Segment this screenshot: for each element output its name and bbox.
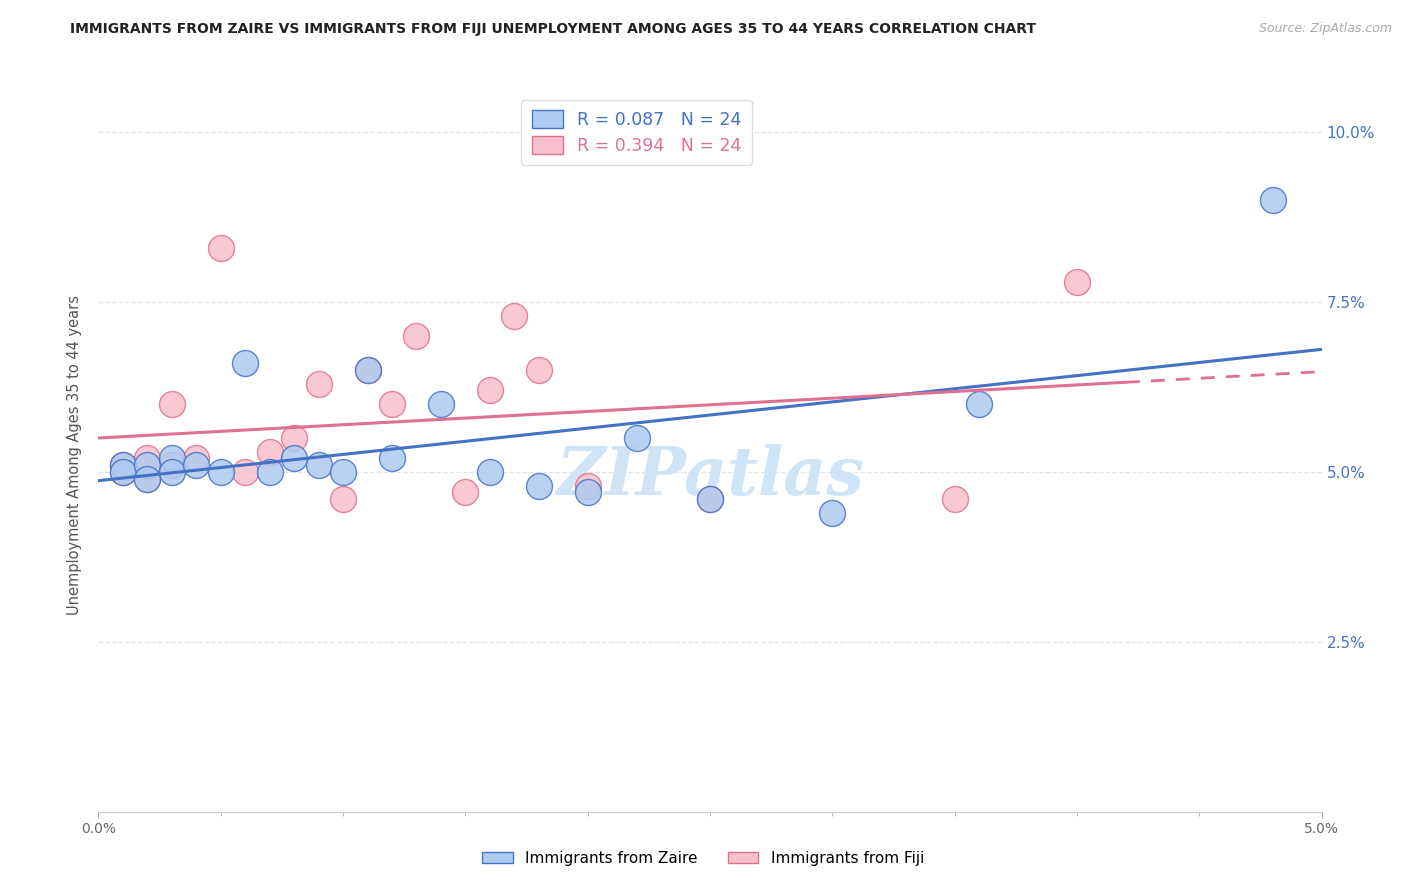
Point — [233, 465, 256, 479]
Point — [186, 451, 208, 466]
Point — [381, 451, 404, 466]
Point — [332, 492, 354, 507]
Point — [1261, 193, 1284, 207]
Point — [478, 465, 501, 479]
Point — [576, 485, 599, 500]
Point — [503, 309, 526, 323]
Point — [356, 363, 378, 377]
Point — [160, 465, 183, 479]
Point — [626, 431, 648, 445]
Point — [111, 465, 134, 479]
Point — [454, 485, 477, 500]
Point — [967, 397, 990, 411]
Point — [160, 458, 183, 472]
Point — [233, 356, 256, 370]
Point — [356, 363, 378, 377]
Point — [136, 451, 159, 466]
Point — [209, 465, 232, 479]
Legend: R = 0.087   N = 24, R = 0.394   N = 24: R = 0.087 N = 24, R = 0.394 N = 24 — [522, 100, 752, 165]
Point — [405, 329, 427, 343]
Point — [527, 363, 550, 377]
Point — [381, 397, 404, 411]
Point — [478, 384, 501, 398]
Point — [283, 431, 305, 445]
Point — [259, 444, 281, 458]
Point — [943, 492, 966, 507]
Point — [136, 472, 159, 486]
Point — [283, 451, 305, 466]
Point — [1066, 275, 1088, 289]
Point — [186, 458, 208, 472]
Point — [308, 376, 330, 391]
Point — [527, 478, 550, 492]
Point — [259, 465, 281, 479]
Point — [821, 506, 844, 520]
Point — [332, 465, 354, 479]
Point — [576, 478, 599, 492]
Legend: Immigrants from Zaire, Immigrants from Fiji: Immigrants from Zaire, Immigrants from F… — [475, 845, 931, 872]
Point — [111, 465, 134, 479]
Point — [209, 241, 232, 255]
Point — [699, 492, 721, 507]
Text: Source: ZipAtlas.com: Source: ZipAtlas.com — [1258, 22, 1392, 36]
Point — [430, 397, 453, 411]
Point — [160, 451, 183, 466]
Point — [111, 458, 134, 472]
Point — [699, 492, 721, 507]
Text: ZIPatlas: ZIPatlas — [557, 444, 863, 508]
Point — [308, 458, 330, 472]
Point — [136, 472, 159, 486]
Point — [160, 397, 183, 411]
Point — [136, 458, 159, 472]
Point — [111, 458, 134, 472]
Text: IMMIGRANTS FROM ZAIRE VS IMMIGRANTS FROM FIJI UNEMPLOYMENT AMONG AGES 35 TO 44 Y: IMMIGRANTS FROM ZAIRE VS IMMIGRANTS FROM… — [70, 22, 1036, 37]
Y-axis label: Unemployment Among Ages 35 to 44 years: Unemployment Among Ages 35 to 44 years — [67, 295, 83, 615]
